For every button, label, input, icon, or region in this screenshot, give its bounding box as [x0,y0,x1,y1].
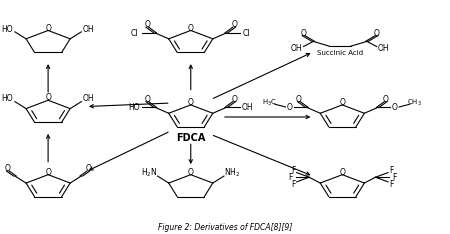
Text: F: F [392,173,396,182]
Text: F: F [389,166,393,175]
Text: Figure 2: Derivatives of FDCA[8]​[9]​: Figure 2: Derivatives of FDCA[8]​[9]​ [158,223,292,232]
Text: H$_3$C: H$_3$C [262,98,278,108]
Text: OH: OH [83,94,94,103]
Text: O: O [188,24,194,33]
Text: O: O [45,24,51,33]
Text: OH: OH [242,103,253,112]
Text: Succinic Acid: Succinic Acid [317,50,363,56]
Text: HO: HO [1,94,13,103]
Text: O: O [5,164,11,173]
Text: O: O [45,168,51,177]
Text: F: F [291,166,296,175]
Text: O: O [383,95,389,104]
Text: Cl: Cl [243,29,251,37]
Text: F: F [291,180,296,189]
Text: OH: OH [378,44,390,53]
Text: F: F [389,180,393,189]
Text: Cl: Cl [131,29,139,37]
Text: O: O [45,93,51,102]
Text: O: O [339,98,345,107]
Text: O: O [296,95,302,104]
Text: HO: HO [128,103,140,112]
Text: O: O [287,103,293,112]
Text: O: O [231,20,237,29]
Text: O: O [86,164,91,173]
Text: O: O [188,98,194,107]
Text: O: O [301,29,306,38]
Text: O: O [392,103,398,112]
Text: F: F [288,173,292,182]
Text: NH$_2$: NH$_2$ [225,167,240,179]
Text: O: O [144,95,150,104]
Text: OH: OH [291,44,302,53]
Text: O: O [374,29,380,38]
Text: O: O [339,168,345,177]
Text: O: O [188,168,194,177]
Text: O: O [144,20,150,29]
Text: H$_2$N: H$_2$N [141,167,158,179]
Text: FDCA: FDCA [176,133,206,143]
Text: CH$_3$: CH$_3$ [407,98,422,108]
Text: HO: HO [1,25,13,33]
Text: O: O [231,95,237,104]
Text: OH: OH [83,25,94,33]
